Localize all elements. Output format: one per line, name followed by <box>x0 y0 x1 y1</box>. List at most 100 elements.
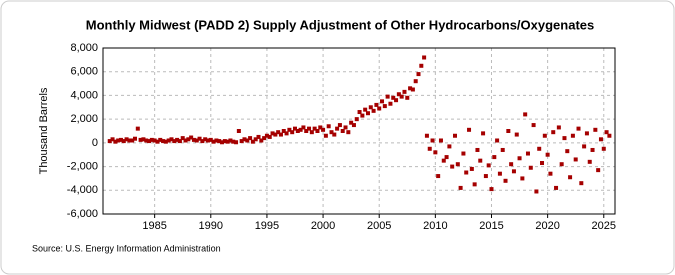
point <box>335 126 340 131</box>
point <box>554 185 559 190</box>
point <box>273 132 278 137</box>
point <box>222 139 227 144</box>
point <box>587 159 592 164</box>
y-tick-label: -6,000 <box>67 208 98 220</box>
point <box>323 133 328 138</box>
point <box>556 125 561 130</box>
point <box>340 129 345 133</box>
point <box>424 133 429 138</box>
point <box>548 171 553 176</box>
point <box>337 123 342 128</box>
point <box>450 164 455 169</box>
point <box>203 137 208 142</box>
point <box>363 107 368 112</box>
point <box>144 138 149 143</box>
point <box>520 176 525 181</box>
y-tick-label: 0 <box>92 137 98 149</box>
point <box>298 127 303 132</box>
point <box>127 138 132 143</box>
point <box>579 181 584 186</box>
point <box>293 126 297 131</box>
point <box>413 79 418 84</box>
point <box>351 123 356 128</box>
point <box>220 140 225 145</box>
y-tick-label: -4,000 <box>67 184 98 196</box>
point <box>329 130 334 135</box>
point <box>464 170 469 175</box>
point <box>228 138 233 143</box>
point <box>405 95 410 100</box>
point <box>107 139 112 144</box>
point <box>545 152 550 157</box>
point <box>514 132 519 137</box>
plot-border <box>102 47 616 215</box>
point <box>270 131 275 136</box>
point <box>371 108 376 113</box>
x-tick-label: 2015 <box>479 220 503 232</box>
point <box>149 137 154 142</box>
point <box>441 158 446 163</box>
point <box>455 162 460 167</box>
point <box>214 138 219 143</box>
point <box>309 130 314 135</box>
x-tick-label: 1995 <box>255 220 279 232</box>
point <box>525 151 530 156</box>
point <box>253 137 258 142</box>
point <box>497 171 502 176</box>
point <box>523 112 528 117</box>
point <box>365 111 370 116</box>
x-tick-label: 2000 <box>311 220 335 232</box>
point <box>399 94 404 99</box>
point <box>540 161 545 166</box>
point <box>486 163 491 168</box>
point <box>208 137 213 142</box>
y-tick-label: 8,000 <box>70 42 98 54</box>
point <box>408 86 413 91</box>
point <box>391 95 396 100</box>
point <box>517 156 522 161</box>
point <box>290 130 295 135</box>
point <box>158 137 163 142</box>
point <box>177 139 182 144</box>
point <box>447 144 452 149</box>
point <box>191 137 196 142</box>
point <box>394 98 399 103</box>
point <box>250 139 255 144</box>
point <box>248 136 253 141</box>
y-tick-label: 2,000 <box>70 113 98 125</box>
point <box>276 130 281 135</box>
point <box>267 134 272 139</box>
point <box>528 165 533 170</box>
point <box>116 138 121 143</box>
point <box>357 110 362 115</box>
y-axis-label: Thousand Barrels <box>38 87 50 174</box>
point <box>483 174 488 179</box>
point <box>433 150 438 155</box>
point <box>315 129 320 133</box>
point <box>475 147 480 152</box>
point <box>166 138 171 143</box>
point <box>601 146 606 151</box>
point <box>200 139 205 144</box>
point <box>458 185 463 190</box>
point <box>427 146 432 151</box>
point <box>242 137 247 142</box>
point <box>262 136 267 141</box>
point <box>604 130 609 135</box>
point <box>416 72 421 77</box>
point <box>183 138 188 143</box>
point <box>506 129 511 133</box>
point <box>385 94 390 99</box>
point <box>469 166 474 171</box>
point <box>194 138 199 143</box>
point <box>472 182 477 187</box>
point <box>326 124 331 129</box>
point <box>113 139 118 144</box>
point <box>565 149 570 154</box>
point <box>453 133 457 138</box>
point <box>419 63 424 68</box>
point <box>349 120 354 125</box>
point <box>318 125 323 130</box>
point <box>598 137 603 142</box>
point <box>304 129 309 133</box>
